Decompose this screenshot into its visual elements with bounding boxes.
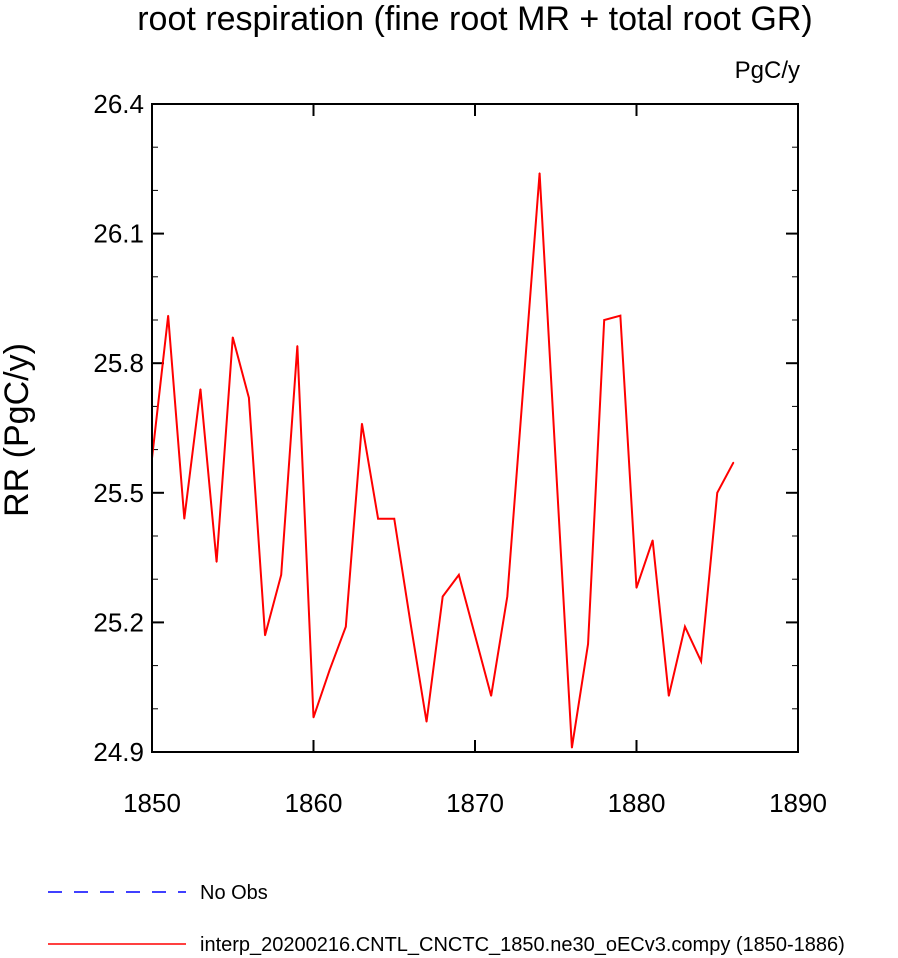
data-point: [700, 660, 702, 663]
data-point: [668, 695, 670, 697]
data-point: [571, 746, 573, 749]
data-point: [732, 461, 735, 464]
data-point: [522, 384, 525, 386]
y-tick-label: 25.5: [93, 478, 144, 508]
data-point: [716, 492, 719, 494]
x-tick-label: 1890: [769, 788, 827, 818]
x-tick-label: 1870: [446, 788, 504, 818]
data-point: [393, 517, 396, 520]
data-point: [215, 561, 218, 563]
data-point: [651, 539, 654, 542]
chart-title: root respiration (fine root MR + total r…: [137, 0, 813, 38]
units-label: PgC/y: [735, 57, 800, 84]
data-point: [248, 396, 250, 399]
data-point: [619, 314, 622, 317]
data-point: [280, 574, 283, 576]
axis-ticks: 1850 1860 1870 1880 1890 24.9 25.2 25.5 25.8 26.1…: [93, 89, 827, 818]
data-point: [183, 517, 186, 520]
data-point: [474, 634, 476, 637]
data-point: [490, 695, 492, 697]
y-tick-label: 26.1: [93, 219, 144, 249]
data-point: [506, 595, 509, 598]
data-point: [377, 517, 379, 520]
data-point: [264, 634, 266, 637]
data-point: [296, 345, 299, 347]
data-point: [409, 621, 412, 624]
y-tick-label: 26.4: [93, 89, 144, 119]
y-tick-label: 25.2: [93, 607, 144, 637]
data-point: [554, 461, 557, 464]
x-tick-label: 1860: [285, 788, 343, 818]
y-tick-label: 24.9: [93, 737, 144, 767]
x-tick-label: 1850: [123, 788, 181, 818]
data-point: [345, 625, 347, 628]
data-point: [231, 336, 234, 339]
data-point: [167, 314, 169, 317]
data-point: [199, 388, 202, 390]
data-point: [441, 595, 444, 598]
data-point: [587, 643, 589, 645]
data-point: [635, 587, 638, 589]
data-point: [458, 574, 460, 576]
legend-label-no-obs: No Obs: [200, 882, 268, 904]
data-point: [425, 720, 428, 723]
plot-frame: [151, 103, 799, 753]
y-axis-label: RR (PgC/y): [0, 343, 36, 517]
data-point: [684, 625, 686, 628]
x-tick-label: 1880: [608, 788, 666, 818]
data-point: [312, 716, 315, 719]
data-point: [603, 319, 605, 321]
data-point: [361, 422, 363, 425]
data-point: [538, 172, 541, 174]
legend-label-model: interp_20200216.CNTL_CNCTC_1850.ne30_oEC…: [200, 934, 845, 956]
data-point: [328, 669, 331, 671]
series-layer: [151, 172, 735, 749]
legend: No Obs interp_20200216.CNTL_CNCTC_1850.n…: [48, 882, 845, 956]
series-line: [151, 173, 735, 748]
y-tick-label: 25.8: [93, 348, 144, 378]
